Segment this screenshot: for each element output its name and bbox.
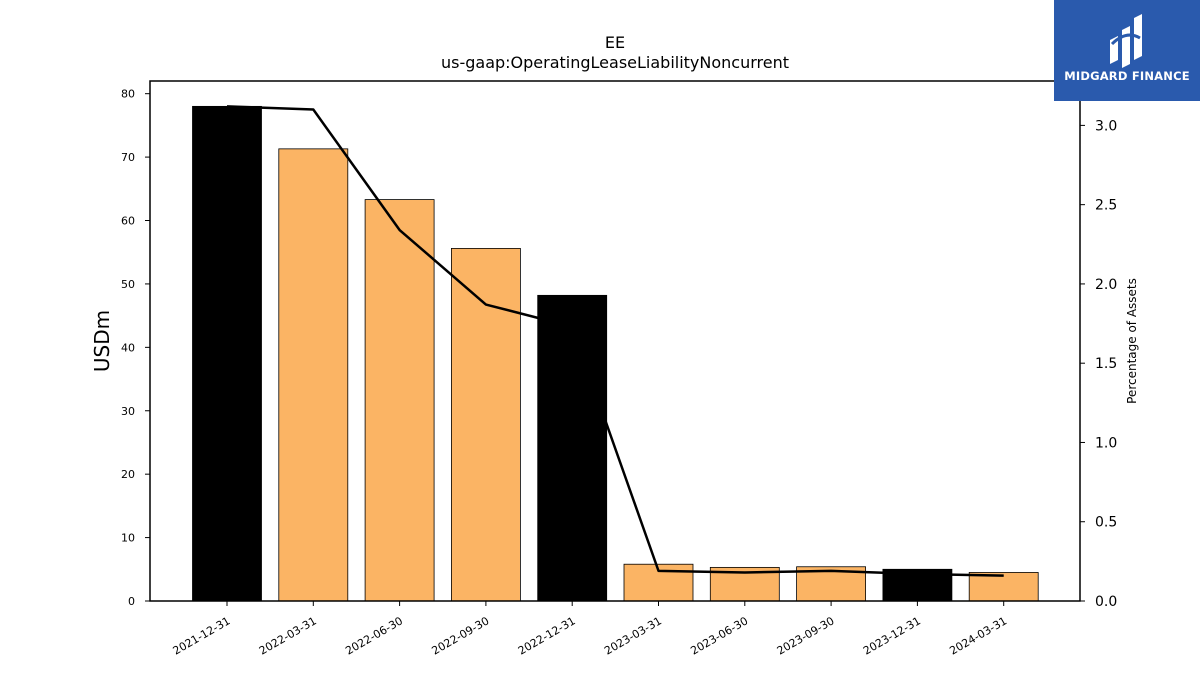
x-axis: 2021-12-31 2022-03-31 2022-06-30 2022-09-30… [171, 601, 1009, 658]
y2-tick-label: 1.5 [1095, 356, 1117, 372]
x-tick-label: 2023-03-31 [602, 614, 664, 657]
y-tick-label: 50 [121, 278, 135, 291]
y2-tick-label: 0.0 [1095, 594, 1117, 610]
y-tick-label: 70 [121, 151, 135, 164]
bar-2022-03-31 [278, 148, 349, 602]
x-tick-label: 2022-12-31 [516, 614, 578, 657]
x-tick-label: 2023-06-30 [688, 614, 750, 657]
bar-2022-06-30 [364, 199, 435, 602]
y2-tick-label: 1.0 [1095, 435, 1117, 451]
x-tick-label: 2023-12-31 [861, 614, 923, 657]
y2-axis-label: Percentage of Assets [1125, 278, 1139, 404]
plot-frame [149, 80, 1081, 602]
line-group [226, 105, 1004, 577]
x-tick-label: 2023-09-30 [775, 614, 837, 657]
y2-tick-label: 3.0 [1095, 118, 1117, 134]
chart-subtitle: us-gaap:OperatingLeaseLiabilityNoncurren… [441, 53, 789, 72]
y-tick-label: 60 [121, 215, 135, 228]
percentage-line [226, 105, 1004, 577]
y-axis: 0 10 20 30 40 50 60 70 80 [121, 88, 150, 608]
y-tick-label: 80 [121, 88, 135, 101]
bars-group [192, 105, 1039, 602]
x-tick-label: 2024-03-31 [947, 614, 1009, 657]
midgard-logo-icon [1110, 14, 1142, 68]
bar-2024-03-31 [968, 572, 1039, 602]
x-tick-label: 2022-09-30 [430, 614, 492, 657]
x-tick-label: 2022-03-31 [257, 614, 319, 657]
brand-logo: MIDGARD FINANCE [1054, 0, 1200, 101]
y-tick-label: 10 [121, 532, 135, 545]
bar-2021-12-31 [192, 105, 262, 602]
y-tick-label: 30 [121, 405, 135, 418]
bar-2022-12-31 [537, 294, 608, 602]
chart-title: EE [605, 33, 625, 52]
y2-tick-label: 2.5 [1095, 198, 1117, 214]
logo-text: MIDGARD FINANCE [1064, 69, 1190, 83]
y-tick-label: 0 [128, 595, 135, 608]
x-tick-label: 2021-12-31 [171, 614, 233, 657]
bar-2022-09-30 [450, 248, 521, 602]
y2-tick-label: 2.0 [1095, 277, 1117, 293]
y-axis-label: USDm [90, 310, 114, 372]
y-tick-label: 20 [121, 468, 135, 481]
y-tick-label: 40 [121, 341, 135, 354]
x-tick-label: 2022-06-30 [343, 614, 405, 657]
y2-tick-label: 0.5 [1095, 515, 1117, 531]
y2-axis: 0.0 0.5 1.0 1.5 2.0 2.5 3.0 [1080, 118, 1117, 610]
